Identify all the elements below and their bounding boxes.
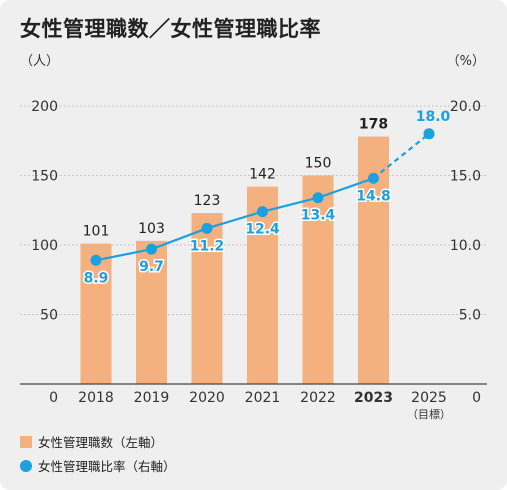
- bar: [191, 213, 223, 384]
- ratio-value-label: 14.8: [356, 188, 391, 204]
- right-tick-label: 0: [472, 390, 481, 406]
- ratio-value-label: 13.4: [301, 208, 336, 224]
- ratio-point: [146, 243, 157, 255]
- chart-title: 女性管理職数／女性管理職比率: [20, 17, 321, 41]
- bar: [247, 186, 278, 384]
- bar-value-label: 178: [359, 117, 388, 133]
- ratio-point: [201, 222, 213, 234]
- right-axis-unit: （%）: [446, 54, 485, 69]
- ratio-value-label: 11.2: [190, 238, 225, 254]
- bar-value-label: 123: [194, 193, 221, 209]
- legend-line-label: 女性管理職比率（右軸）: [38, 459, 176, 474]
- bar-value-label: 150: [305, 156, 332, 172]
- legend-item-line: 女性管理職比率（右軸）: [20, 456, 176, 475]
- ratio-line-solid: [95, 177, 374, 262]
- left-tick-label: 200: [31, 99, 58, 115]
- legend-line-marker: [20, 459, 32, 472]
- ratio-value-label: 9.7: [139, 259, 164, 275]
- right-tick-label: 15.0: [450, 169, 481, 185]
- right-tick-label: 10.0: [450, 238, 481, 254]
- bar: [302, 175, 334, 384]
- chart-plot-area: 0 50 100 150 200 0 5.0 10.0 15.0 20.0 101 103 123 142…: [20, 99, 487, 421]
- left-tick-label: 100: [31, 238, 58, 254]
- ratio-point: [90, 254, 102, 266]
- ratio-value-label: 12.4: [245, 222, 280, 238]
- x-tick-label: 2023: [354, 390, 393, 406]
- ratio-line-dashed: [372, 132, 430, 180]
- left-tick-label: 50: [40, 308, 58, 324]
- legend-bar-swatch: [20, 435, 32, 448]
- bar-value-label: 142: [249, 167, 276, 183]
- ratio-point: [312, 192, 324, 204]
- x-tick-note: （目標）: [407, 407, 451, 421]
- bar-value-label: 103: [138, 221, 165, 237]
- ratio-value-label: 18.0: [416, 109, 451, 125]
- ratio-value-label: 8.9: [84, 270, 109, 286]
- left-axis-unit: （人）: [20, 54, 60, 69]
- ratio-point: [257, 206, 268, 218]
- x-tick-label: 2019: [134, 390, 170, 406]
- ratio-point: [423, 128, 435, 140]
- x-tick-label: 2020: [189, 390, 225, 406]
- x-tick-label: 2021: [245, 390, 281, 406]
- right-tick-label: 5.0: [459, 308, 481, 324]
- x-tick-label: 2025: [411, 390, 447, 406]
- ratio-point: [368, 172, 379, 184]
- left-tick-label: 0: [49, 390, 58, 406]
- bar-value-label: 101: [83, 224, 110, 240]
- left-tick-label: 150: [31, 169, 58, 185]
- bar: [136, 240, 167, 384]
- bar: [80, 243, 112, 384]
- x-tick-label: 2022: [300, 390, 336, 406]
- legend-item-bars: 女性管理職数（左軸）: [20, 432, 163, 451]
- x-tick-label: 2018: [78, 390, 114, 406]
- right-tick-label: 20.0: [450, 99, 481, 115]
- legend-bar-label: 女性管理職数（左軸）: [38, 435, 164, 450]
